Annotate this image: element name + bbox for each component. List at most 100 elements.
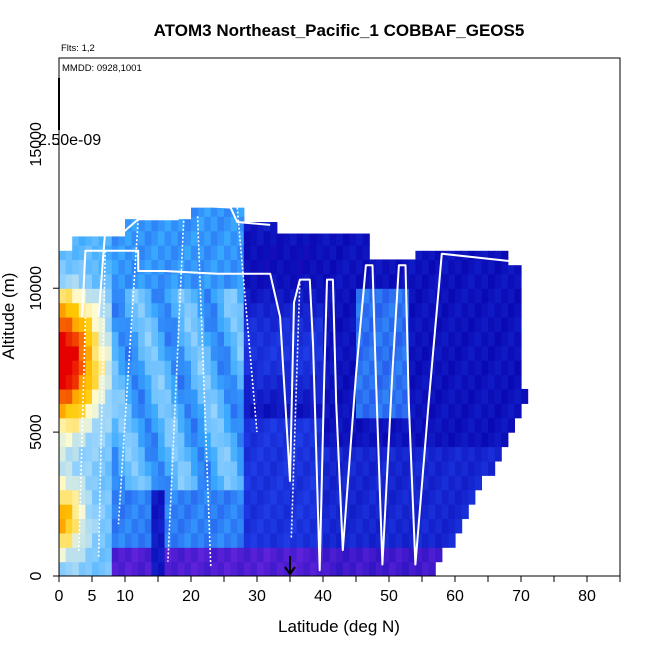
heatmap-cell (72, 432, 80, 448)
heatmap-cell (59, 345, 67, 361)
heatmap-cell (270, 504, 278, 520)
heatmap-cell (290, 273, 298, 289)
heatmap-cell (309, 288, 317, 304)
heatmap-cell (177, 504, 185, 520)
heatmap-cell (191, 331, 199, 347)
heatmap-cell (382, 259, 390, 275)
heatmap-cell (217, 388, 225, 404)
heatmap-cell (125, 417, 133, 433)
heatmap-cell (171, 489, 179, 505)
heatmap-cell (441, 360, 449, 376)
heatmap-cell (481, 432, 489, 448)
heatmap-cell (395, 518, 403, 534)
heatmap-cell (111, 345, 119, 361)
heatmap-cell (415, 446, 423, 462)
heatmap-cell (197, 273, 205, 289)
heatmap-cell (323, 460, 331, 476)
heatmap-cell (448, 460, 456, 476)
heatmap-cell (375, 259, 383, 275)
heatmap-cell (250, 460, 258, 476)
heatmap-cell (184, 345, 192, 361)
heatmap-cell (158, 288, 166, 304)
heatmap-cell (217, 259, 225, 275)
heatmap-cell (224, 317, 232, 332)
heatmap-cell (230, 259, 238, 275)
heatmap-cell (375, 374, 383, 390)
heatmap-cell (507, 265, 515, 275)
heatmap-cell (349, 518, 357, 534)
heatmap-cell (283, 518, 291, 534)
heatmap-cell (494, 250, 502, 261)
heatmap-cell (144, 475, 152, 491)
heatmap-cell (408, 532, 416, 548)
heatmap-cell (243, 273, 251, 289)
heatmap-cell (415, 345, 423, 361)
heatmap-cell (197, 504, 205, 520)
heatmap-cell (210, 432, 218, 448)
heatmap-cell (118, 259, 126, 275)
heatmap-cell (191, 518, 199, 534)
heatmap-cell (461, 259, 469, 275)
heatmap-cell (461, 360, 469, 376)
heatmap-cell (164, 547, 172, 563)
heatmap-cell (342, 460, 350, 476)
heatmap-cell (415, 547, 423, 563)
heatmap-cell (422, 403, 430, 419)
heatmap-cell (468, 345, 476, 361)
heatmap-cell (230, 460, 238, 476)
heatmap-cell (422, 460, 430, 476)
heatmap-cell (230, 547, 238, 563)
heatmap-cell (329, 547, 337, 563)
heatmap-cell (389, 288, 397, 304)
heatmap-cell (263, 388, 271, 404)
flight-track-2 (97, 203, 271, 318)
heatmap-cell (118, 489, 126, 505)
heatmap-cell (395, 547, 403, 563)
heatmap-cell (494, 288, 502, 304)
heatmap-cell (408, 288, 416, 304)
heatmap-cell (197, 259, 205, 275)
heatmap-cell (263, 561, 271, 576)
heatmap-cell (204, 245, 212, 261)
heatmap-cell (105, 236, 113, 246)
heatmap-cell (257, 273, 265, 289)
heatmap-cell (356, 417, 364, 433)
heatmap-cell (131, 518, 139, 534)
heatmap-cell (323, 504, 331, 520)
heatmap-cell (270, 547, 278, 563)
heatmap-cell (276, 288, 284, 304)
heatmap-cell (488, 374, 496, 390)
heatmap-cell (138, 245, 146, 261)
heatmap-cell (441, 317, 449, 332)
heatmap-cell (105, 504, 113, 520)
heatmap-cell (323, 561, 331, 576)
heatmap-cell (92, 446, 100, 462)
heatmap-cell (362, 288, 370, 304)
heatmap-cell (296, 360, 304, 376)
heatmap-cell (342, 302, 350, 318)
heatmap-cell (329, 460, 337, 476)
heatmap-cell (402, 388, 410, 404)
heatmap-cell (171, 403, 179, 419)
heatmap-cell (342, 233, 350, 246)
heatmap-cell (303, 374, 311, 390)
heatmap-cell (237, 288, 245, 304)
heatmap-cell (65, 345, 73, 361)
heatmap-cell (303, 273, 311, 289)
heatmap-cell (59, 460, 67, 476)
heatmap-cell (290, 504, 298, 520)
heatmap-cell (144, 417, 152, 433)
heatmap-cell (243, 460, 251, 476)
heatmap-cell (138, 432, 146, 448)
heatmap-cell (171, 360, 179, 376)
heatmap-cell (257, 302, 265, 318)
heatmap-cell (191, 475, 199, 491)
heatmap-cell (263, 489, 271, 505)
heatmap-cell (468, 475, 476, 491)
heatmap-cell (125, 259, 133, 275)
heatmap-cell (276, 504, 284, 520)
heatmap-cell (131, 345, 139, 361)
heatmap-cell (435, 432, 443, 448)
heatmap-cell (250, 417, 258, 433)
heatmap-cell (171, 219, 179, 232)
